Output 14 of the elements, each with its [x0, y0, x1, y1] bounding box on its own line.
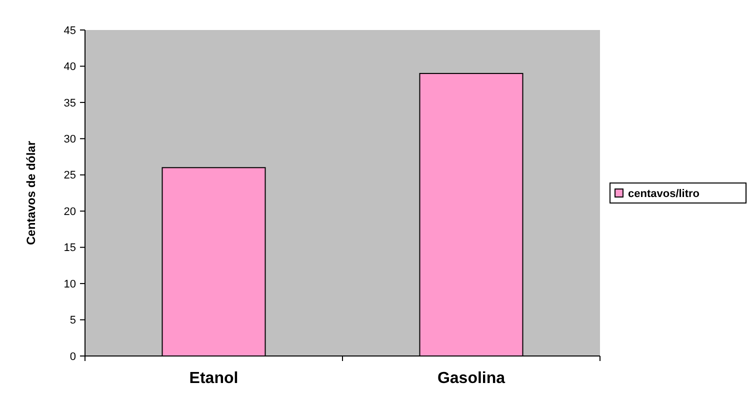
y-tick-label: 20	[64, 206, 76, 218]
y-axis-title: Centavos de dólar	[24, 140, 38, 246]
legend-label: centavos/litro	[628, 188, 700, 200]
y-tick-label: 40	[64, 61, 76, 74]
x-tick-label: Etanol	[189, 370, 238, 387]
y-tick-label: 15	[64, 242, 76, 254]
y-tick-label: 35	[64, 97, 76, 110]
x-tick-label: Gasolina	[437, 370, 506, 387]
y-tick-label: 10	[64, 278, 76, 290]
y-tick-label: 30	[64, 134, 76, 146]
y-tick-label: 0	[70, 350, 76, 363]
y-tick-label: 5	[70, 314, 76, 327]
y-tick-label: 45	[64, 24, 76, 37]
y-tick-label: 25	[64, 170, 76, 182]
